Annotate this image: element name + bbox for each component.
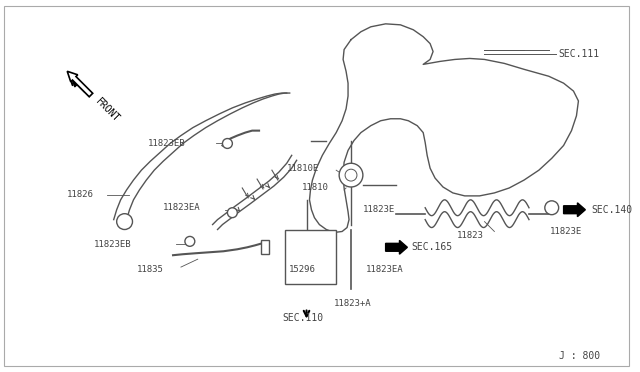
Text: 11823: 11823 xyxy=(457,231,484,240)
Text: SEC.110: SEC.110 xyxy=(283,314,324,324)
Text: 15296: 15296 xyxy=(289,264,316,273)
Circle shape xyxy=(185,237,195,246)
Text: 11823EB: 11823EB xyxy=(94,240,132,249)
Text: 11823+A: 11823+A xyxy=(334,299,372,308)
Text: SEC.111: SEC.111 xyxy=(559,49,600,60)
Text: J : 800: J : 800 xyxy=(559,351,600,361)
Bar xyxy=(285,230,336,284)
Circle shape xyxy=(227,208,237,218)
Circle shape xyxy=(339,163,363,187)
Circle shape xyxy=(345,169,357,181)
Text: 11826: 11826 xyxy=(67,190,94,199)
Text: SEC.165: SEC.165 xyxy=(412,242,452,252)
Polygon shape xyxy=(67,71,93,97)
Circle shape xyxy=(116,214,132,230)
Text: 11823EA: 11823EA xyxy=(366,264,403,273)
Circle shape xyxy=(545,201,559,215)
Text: 11823EB: 11823EB xyxy=(148,139,186,148)
Text: 11835: 11835 xyxy=(136,264,163,273)
Text: SEC.140: SEC.140 xyxy=(591,205,632,215)
Text: 11823E: 11823E xyxy=(550,227,582,236)
Text: 11823E: 11823E xyxy=(363,205,395,214)
Text: 11823EA: 11823EA xyxy=(163,203,201,212)
Polygon shape xyxy=(386,240,408,254)
Text: 11810E: 11810E xyxy=(287,164,319,173)
Text: 11810: 11810 xyxy=(301,183,328,192)
Circle shape xyxy=(223,138,232,148)
Bar xyxy=(261,240,269,254)
Polygon shape xyxy=(564,203,586,217)
Text: FRONT: FRONT xyxy=(94,96,122,124)
